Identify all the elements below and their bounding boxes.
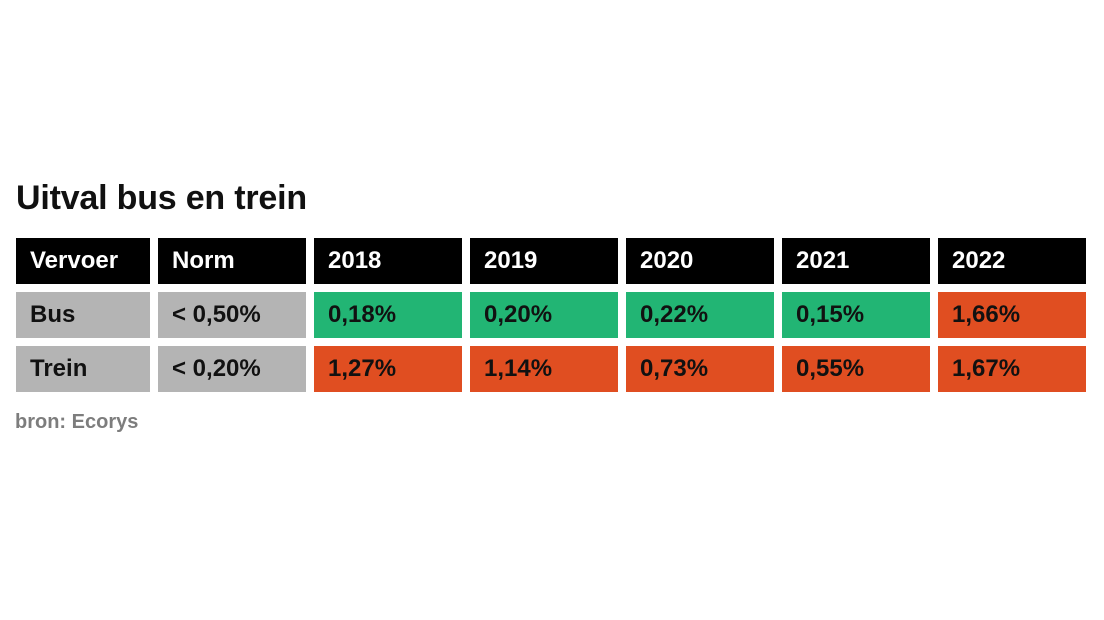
value-cell: 0,15% [782, 292, 930, 338]
value-cell: 0,73% [626, 346, 774, 392]
value-cell: 0,18% [314, 292, 462, 338]
table-row: Bus < 0,50% 0,18% 0,20% 0,22% 0,15% 1,66% [16, 292, 1086, 338]
column-header: 2019 [470, 238, 618, 284]
row-label-vervoer: Bus [16, 292, 150, 338]
value-cell: 1,67% [938, 346, 1086, 392]
column-header: 2021 [782, 238, 930, 284]
column-header: 2022 [938, 238, 1086, 284]
value-cell: 1,14% [470, 346, 618, 392]
row-norm: < 0,20% [158, 346, 306, 392]
column-header: 2020 [626, 238, 774, 284]
header-row: Vervoer Norm 2018 2019 2020 2021 2022 [16, 238, 1086, 284]
value-cell: 0,55% [782, 346, 930, 392]
row-label-vervoer: Trein [16, 346, 150, 392]
table-row: Trein < 0,20% 1,27% 1,14% 0,73% 0,55% 1,67% [16, 346, 1086, 392]
column-header: Vervoer [16, 238, 150, 284]
value-cell: 0,22% [626, 292, 774, 338]
chart-title: Uitval bus en trein [16, 179, 307, 217]
source-note: bron: Ecorys [15, 411, 139, 433]
value-cell: 0,20% [470, 292, 618, 338]
column-header: Norm [158, 238, 306, 284]
value-cell: 1,66% [938, 292, 1086, 338]
value-cell: 1,27% [314, 346, 462, 392]
row-norm: < 0,50% [158, 292, 306, 338]
column-header: 2018 [314, 238, 462, 284]
